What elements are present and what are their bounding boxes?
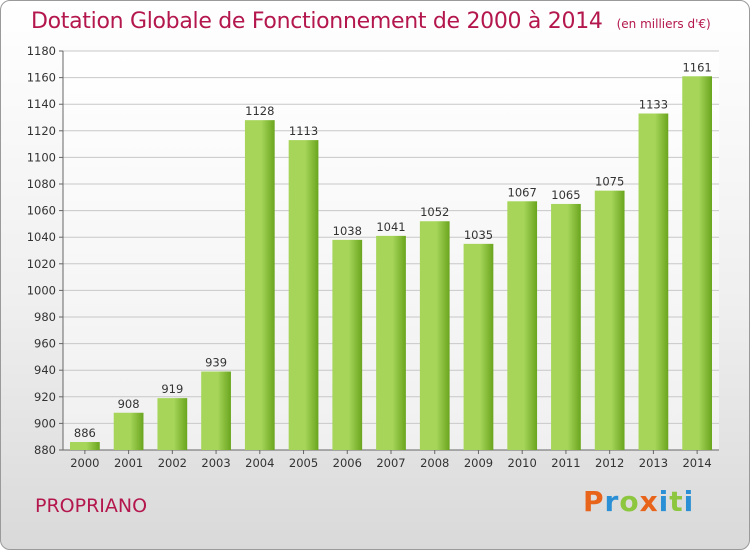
bar — [551, 203, 581, 450]
y-tick-label: 1060 — [27, 204, 56, 218]
x-tick-label: 2003 — [201, 456, 230, 470]
bar — [69, 442, 100, 450]
x-tick-label: 2014 — [682, 456, 711, 470]
x-tick-label: 2004 — [245, 456, 274, 470]
data-label: 1113 — [289, 124, 318, 138]
city-name: PROPRIANO — [35, 495, 148, 517]
y-tick-label: 960 — [34, 337, 56, 351]
y-tick-label: 900 — [34, 416, 56, 430]
data-label: 1067 — [508, 185, 537, 199]
logo-letter: x — [639, 485, 659, 518]
y-tick-label: 940 — [34, 363, 56, 377]
x-tick-label: 2001 — [114, 456, 143, 470]
x-tick-label: 2006 — [333, 456, 362, 470]
x-tick-label: 2008 — [420, 456, 449, 470]
chart-title-text: Dotation Globale de Fonctionnement de 20… — [31, 9, 603, 34]
x-tick-label: 2005 — [289, 456, 318, 470]
x-tick-label: 2009 — [464, 456, 493, 470]
y-tick-label: 880 — [34, 443, 56, 457]
logo-letter: o — [619, 485, 640, 518]
data-label: 1075 — [595, 175, 624, 189]
x-tick-label: 2000 — [70, 456, 99, 470]
y-tick-label: 1160 — [27, 71, 56, 85]
bar — [463, 243, 494, 450]
y-tick-label: 1000 — [27, 283, 56, 297]
logo-letter: r — [604, 485, 620, 518]
logo-letter: t — [669, 485, 684, 518]
data-label: 1065 — [551, 188, 580, 202]
y-tick-label: 1180 — [27, 44, 56, 58]
labels-layer: 886 2000 908 2001 919 2002 939 2003 1128 2004 1113… — [70, 60, 712, 470]
y-tick-label: 1040 — [27, 230, 56, 244]
data-label: 1041 — [376, 220, 405, 234]
y-tick-label: 920 — [34, 390, 56, 404]
y-tick-label: 1120 — [27, 124, 56, 138]
x-tick-label: 2002 — [158, 456, 187, 470]
y-tick-label: 1020 — [27, 257, 56, 271]
data-label: 1133 — [639, 98, 668, 112]
bar — [682, 76, 713, 451]
proxiti-logo: Proxiti — [583, 485, 694, 518]
logo-letter: P — [583, 485, 605, 518]
data-label: 908 — [118, 397, 140, 411]
x-tick-label: 2012 — [595, 456, 624, 470]
chart-unit: (en milliers d'€) — [616, 17, 711, 31]
logo-letter: i — [658, 485, 670, 518]
bar — [288, 140, 319, 451]
bar — [419, 221, 450, 450]
bar — [113, 412, 144, 450]
data-label: 1128 — [245, 104, 274, 118]
bar — [332, 239, 363, 450]
y-tick-label: 1100 — [27, 150, 56, 164]
bar — [507, 201, 538, 450]
bar — [594, 190, 625, 450]
x-tick-label: 2010 — [508, 456, 537, 470]
data-label: 1052 — [420, 205, 449, 219]
x-tick-label: 2013 — [639, 456, 668, 470]
bar — [201, 371, 231, 450]
data-label: 939 — [205, 356, 227, 370]
bar — [376, 235, 406, 450]
bars-layer — [69, 76, 713, 451]
bar — [244, 120, 275, 450]
y-tick-label: 1140 — [27, 97, 56, 111]
y-tick-label: 1080 — [27, 177, 56, 191]
logo-letters: Proxiti — [583, 485, 694, 518]
x-tick-label: 2007 — [376, 456, 405, 470]
logo-letter: i — [683, 485, 695, 518]
bar — [157, 398, 188, 450]
data-label: 1161 — [682, 60, 711, 74]
chart-title: Dotation Globale de Fonctionnement de 20… — [31, 9, 711, 34]
data-label: 1038 — [333, 224, 362, 238]
data-label: 1035 — [464, 228, 493, 242]
bar — [638, 113, 669, 450]
x-tick-label: 2011 — [551, 456, 580, 470]
data-label: 886 — [74, 426, 96, 440]
y-tick-label: 980 — [34, 310, 56, 324]
data-label: 919 — [161, 382, 183, 396]
